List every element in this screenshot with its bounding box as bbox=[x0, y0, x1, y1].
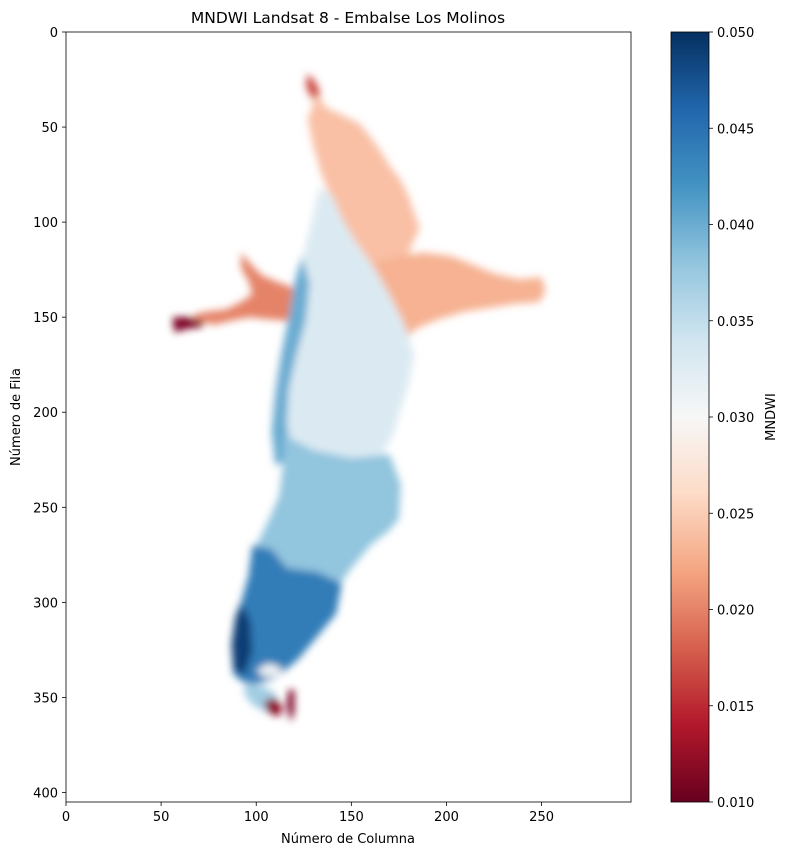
colorbar-tick-label: 0.010 bbox=[717, 796, 754, 811]
y-tick-label: 200 bbox=[33, 406, 58, 421]
x-axis-label: Número de Columna bbox=[281, 832, 415, 847]
region-west-blue-shore bbox=[271, 256, 310, 466]
x-tick-label: 250 bbox=[529, 810, 554, 825]
colorbar-ticks: 0.010 0.015 0.020 0.025 0.030 0.035 0.040 0.045… bbox=[709, 26, 754, 811]
x-tick-label: 100 bbox=[244, 810, 269, 825]
colorbar-gradient bbox=[671, 32, 709, 802]
region-south-east-patch bbox=[286, 689, 295, 723]
region-north-edge-red bbox=[305, 73, 321, 99]
colorbar-tick-label: 0.035 bbox=[717, 315, 754, 330]
reservoir-heatmap bbox=[172, 73, 546, 723]
plot-frame bbox=[65, 31, 632, 803]
y-axis-label: Número de Fila bbox=[9, 368, 24, 466]
y-tick-label: 50 bbox=[41, 121, 58, 136]
region-upper-central bbox=[271, 187, 415, 458]
y-tick-label: 300 bbox=[33, 596, 58, 611]
region-south-body bbox=[233, 545, 342, 686]
y-axis-ticks: 0 50 100 150 200 250 300 350 400 bbox=[33, 26, 66, 801]
y-tick-label: 150 bbox=[33, 311, 58, 326]
x-tick-label: 150 bbox=[339, 810, 364, 825]
colorbar-tick-label: 0.015 bbox=[717, 700, 754, 715]
x-tick-label: 50 bbox=[153, 810, 170, 825]
colorbar-tick-label: 0.025 bbox=[717, 507, 754, 522]
colorbar-tick-label: 0.030 bbox=[717, 411, 754, 426]
region-west-arm bbox=[191, 252, 314, 325]
colorbar-tick-label: 0.045 bbox=[717, 122, 754, 137]
x-tick-label: 200 bbox=[434, 810, 459, 825]
region-west-tip bbox=[172, 317, 203, 333]
reservoir-body bbox=[172, 73, 546, 723]
plot-area: 0 50 100 150 200 250 0 50 100 150 200 250 300 350 400 bbox=[33, 26, 632, 825]
y-tick-label: 400 bbox=[33, 786, 58, 801]
colorbar: 0.010 0.015 0.020 0.025 0.030 0.035 0.040 0.045… bbox=[670, 26, 754, 811]
colorbar-label: MNDWI bbox=[764, 393, 779, 441]
chart-title: MNDWI Landsat 8 - Embalse Los Molinos bbox=[191, 9, 505, 27]
x-axis-ticks: 0 50 100 150 200 250 bbox=[62, 802, 554, 825]
colorbar-tick-label: 0.020 bbox=[717, 604, 754, 619]
region-south-deep bbox=[231, 602, 253, 675]
region-south-inlet bbox=[256, 663, 281, 677]
colorbar-tick-label: 0.050 bbox=[717, 26, 754, 41]
y-tick-label: 350 bbox=[33, 691, 58, 706]
y-tick-label: 100 bbox=[33, 216, 58, 231]
region-south-tip-red bbox=[263, 697, 283, 717]
y-tick-label: 250 bbox=[33, 501, 58, 516]
y-tick-label: 0 bbox=[50, 26, 58, 41]
colorbar-tick-label: 0.040 bbox=[717, 219, 754, 234]
x-tick-label: 0 bbox=[62, 810, 70, 825]
